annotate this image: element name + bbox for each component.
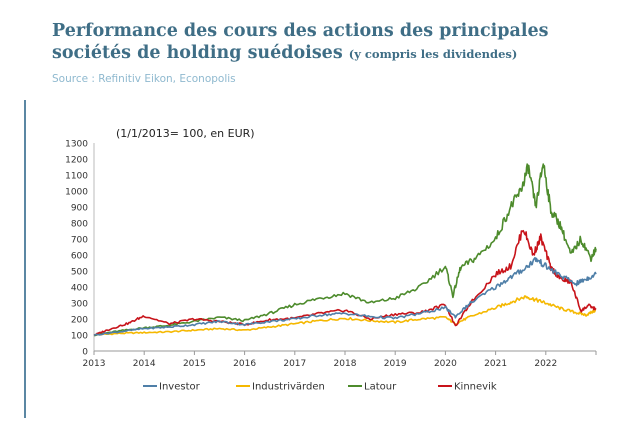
y-tick-label: 100 (71, 332, 88, 342)
y-tick-label: 500 (71, 268, 88, 278)
accent-bar (24, 100, 26, 418)
legend-label: Kinnevik (454, 382, 497, 393)
legend-label: Investor (159, 382, 201, 393)
x-tick-label: 2021 (484, 359, 507, 369)
x-tick-label: 2020 (434, 359, 457, 369)
x-tick-label: 2017 (283, 359, 306, 369)
x-tick-label: 2013 (83, 359, 106, 369)
y-tick-label: 600 (71, 252, 88, 262)
x-tick-label: 2016 (233, 359, 256, 369)
y-tick-label: 1000 (65, 188, 88, 198)
y-tick-label: 0 (82, 348, 88, 358)
y-tick-label: 900 (71, 204, 88, 214)
series-line-latour (93, 163, 597, 337)
source-note: Source : Refinitiv Eikon, Econopolis (52, 73, 236, 85)
y-tick-label: 800 (71, 220, 88, 230)
x-tick-label: 2022 (534, 359, 557, 369)
legend-label: Latour (364, 382, 397, 393)
series-line-industrivärden (93, 295, 597, 337)
title-main: Performance des cours des actions des pr… (52, 21, 549, 63)
y-tick-label: 700 (71, 236, 88, 246)
x-tick-label: 2015 (183, 359, 206, 369)
x-tick-label: 2014 (133, 359, 156, 369)
y-tick-label: 200 (71, 316, 88, 326)
y-tick-label: 1200 (65, 156, 88, 166)
y-tick-label: 1300 (65, 140, 88, 150)
y-tick-label: 400 (71, 284, 88, 294)
x-tick-label: 2018 (334, 359, 357, 369)
x-tick-label: 2019 (384, 359, 407, 369)
y-tick-label: 1100 (65, 172, 88, 182)
title-suffix: (y compris les dividendes) (348, 47, 518, 61)
legend-label: Industrivärden (252, 382, 325, 393)
series-line-kinnevik (93, 229, 597, 337)
series-line-investor (93, 256, 597, 337)
chart-title: Performance des cours des actions des pr… (52, 20, 622, 65)
chart-annotation: (1/1/2013= 100, en EUR) (116, 127, 255, 140)
y-tick-label: 300 (71, 300, 88, 310)
